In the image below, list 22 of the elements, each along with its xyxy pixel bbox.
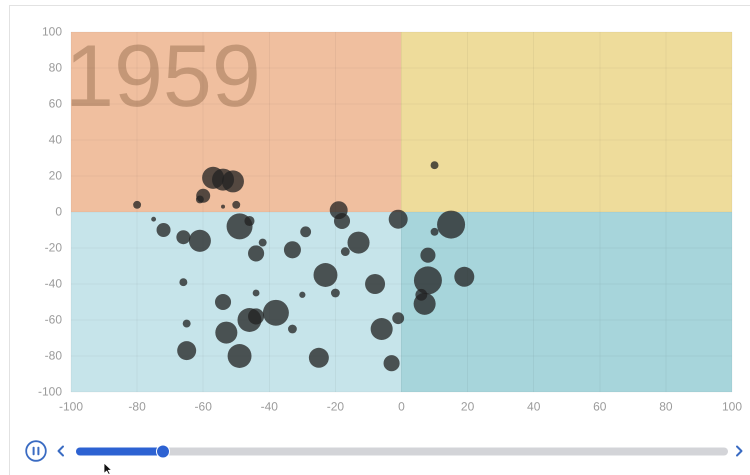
x-tick-label: 40 bbox=[527, 400, 541, 414]
y-tick-label: -20 bbox=[44, 240, 62, 254]
x-tick-label: -40 bbox=[260, 400, 278, 414]
y-tick-label: -40 bbox=[44, 276, 62, 290]
y-tick-label: 100 bbox=[42, 24, 62, 38]
x-tick-label: 80 bbox=[659, 400, 673, 414]
y-tick-label: 80 bbox=[48, 60, 62, 74]
x-tick-label: 0 bbox=[398, 400, 406, 414]
y-tick-label: 0 bbox=[55, 204, 62, 218]
x-tick-label: -100 bbox=[58, 400, 84, 414]
y-tick-label: -80 bbox=[44, 348, 62, 362]
y-tick-label: 40 bbox=[48, 132, 62, 146]
y-tick-label: -100 bbox=[38, 384, 62, 398]
x-tick-label: 100 bbox=[722, 400, 742, 414]
x-tick-label: -20 bbox=[326, 400, 344, 414]
y-tick-label: -60 bbox=[44, 312, 62, 326]
x-tick-label: 60 bbox=[593, 400, 607, 414]
y-tick-label: 20 bbox=[48, 168, 62, 182]
y-tick-label: 60 bbox=[48, 96, 62, 110]
x-tick-label: -60 bbox=[194, 400, 212, 414]
x-tick-label: 20 bbox=[460, 400, 475, 414]
x-tick-label: -80 bbox=[128, 400, 146, 414]
